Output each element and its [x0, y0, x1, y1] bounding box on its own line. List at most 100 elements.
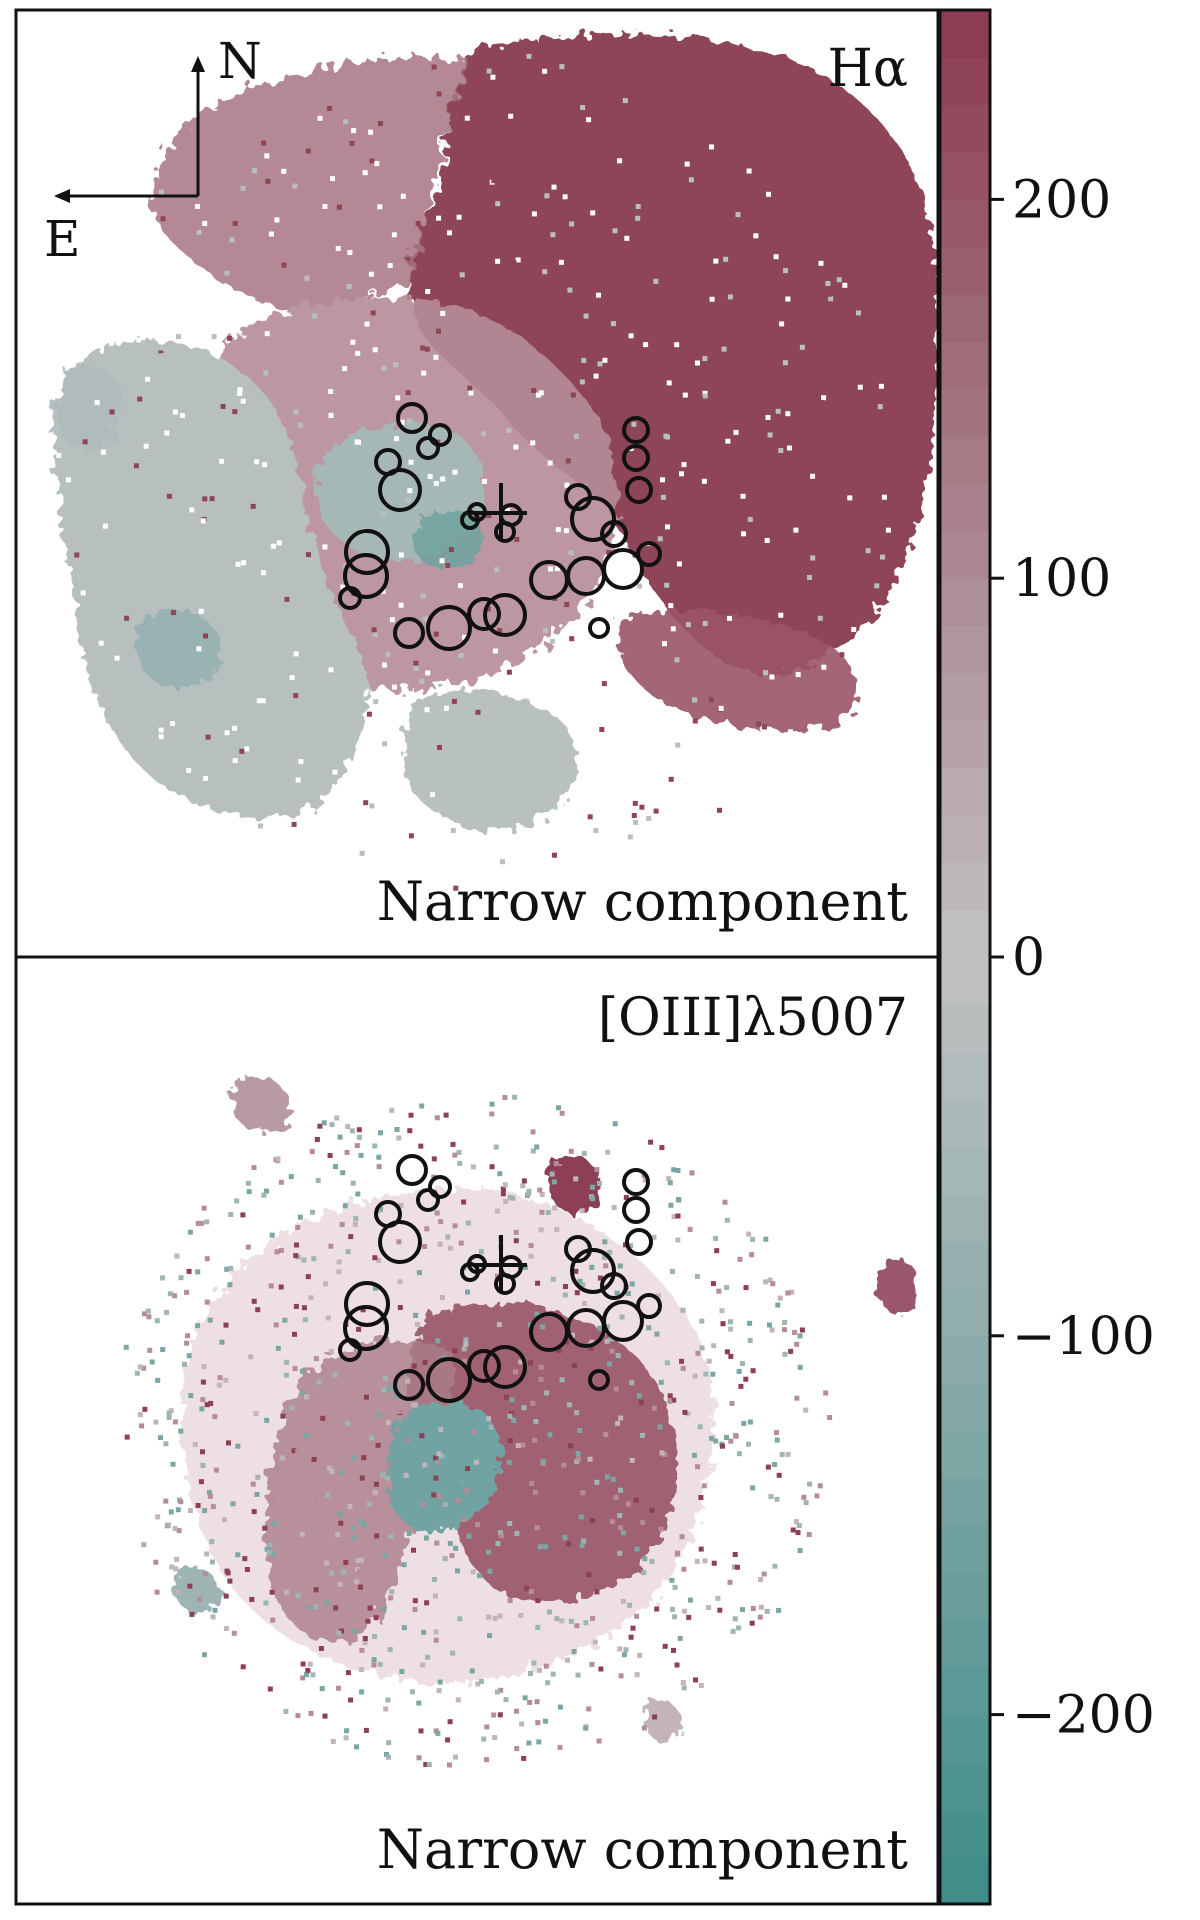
map-pixel — [387, 263, 393, 269]
map-pixel — [279, 1455, 285, 1461]
map-pixel — [628, 1634, 634, 1640]
map-pixel — [230, 1501, 236, 1507]
map-pixel — [388, 1534, 394, 1539]
map-pixel — [484, 1757, 489, 1763]
map-pixel — [224, 730, 230, 736]
map-pixel — [657, 1424, 663, 1430]
map-pixel — [267, 1686, 273, 1692]
map-pixel — [278, 1284, 284, 1290]
map-pixel — [357, 1568, 363, 1574]
map-pixel — [198, 1479, 204, 1485]
map-pixel — [223, 1626, 229, 1631]
map-pixel — [578, 1514, 584, 1520]
map-pixel — [710, 175, 716, 181]
map-pixel — [500, 859, 505, 865]
map-pixel — [532, 1489, 538, 1495]
map-pixel — [617, 1550, 623, 1556]
map-pixel — [550, 1671, 556, 1677]
map-pixel — [433, 1637, 439, 1643]
map-pixel — [753, 233, 759, 239]
map-pixel — [440, 310, 446, 316]
map-pixel — [766, 191, 771, 197]
map-pixel — [165, 1522, 171, 1528]
map-pixel — [654, 1331, 660, 1337]
map-pixel — [431, 1156, 437, 1162]
map-pixel — [178, 1275, 184, 1281]
map-pixel — [214, 690, 220, 696]
map-pixel — [630, 1625, 636, 1631]
map-pixel — [674, 1662, 680, 1668]
map-pixel — [375, 1442, 381, 1448]
map-pixel — [378, 121, 383, 126]
map-pixel — [563, 528, 569, 534]
map-pixel — [396, 1239, 402, 1245]
map-pixel — [767, 1322, 772, 1328]
map-pixel — [285, 589, 291, 594]
map-pixel — [458, 653, 464, 659]
map-pixel — [538, 1376, 544, 1382]
region-marker-circle — [393, 1369, 425, 1401]
map-pixel — [264, 1417, 270, 1423]
map-pixel — [380, 511, 386, 517]
map-pixel — [160, 1347, 166, 1352]
map-pixel — [437, 1679, 443, 1685]
map-pixel — [733, 1433, 739, 1439]
colorbar-ticks: 200 100 0 −100 −200 — [990, 170, 1155, 1746]
map-pixel — [538, 390, 544, 396]
map-pixel — [728, 345, 734, 351]
map-pixel — [589, 1264, 595, 1270]
map-pixel — [487, 1568, 493, 1574]
map-pixel — [670, 626, 676, 632]
map-pixel — [240, 1664, 246, 1670]
map-pixel — [514, 1746, 520, 1752]
map-pixel — [452, 469, 458, 475]
map-pixel — [577, 1278, 583, 1284]
map-pixel — [528, 1243, 534, 1248]
map-pixel — [418, 1728, 424, 1734]
map-pixel — [98, 640, 104, 646]
map-pixel — [310, 1672, 316, 1678]
map-pixel — [736, 1451, 742, 1457]
map-pixel — [438, 1427, 444, 1433]
map-pixel — [472, 772, 478, 778]
map-pixel — [251, 1165, 257, 1171]
map-pixel — [558, 259, 564, 265]
map-pixel — [615, 1353, 621, 1359]
map-pixel — [528, 1671, 533, 1676]
map-pixel — [301, 1257, 307, 1263]
map-pixel — [453, 885, 459, 891]
map-pixel — [487, 1633, 492, 1639]
map-pixel — [399, 419, 405, 425]
map-pixel — [234, 1198, 240, 1204]
map-pixel — [506, 669, 512, 675]
map-pixel — [698, 1683, 704, 1688]
map-pixel — [559, 1110, 565, 1116]
map-pixel — [521, 1178, 527, 1184]
map-pixel — [204, 1256, 210, 1262]
map-pixel — [482, 478, 487, 484]
arrowhead-left-icon — [54, 189, 70, 203]
map-pixel — [757, 1614, 763, 1620]
map-pixel — [787, 470, 793, 476]
map-pixel — [761, 724, 767, 730]
map-pixel — [155, 1377, 161, 1383]
map-pixel — [258, 315, 264, 321]
map-pixel — [533, 1419, 539, 1425]
map-pixel — [610, 1476, 616, 1482]
map-pixel — [481, 1736, 487, 1742]
map-pixel — [581, 1150, 587, 1156]
map-pixel — [732, 1552, 738, 1557]
map-pixel — [356, 439, 362, 445]
map-pixel — [421, 1502, 427, 1508]
map-pixel — [618, 709, 623, 714]
colorbar-band — [940, 1004, 990, 1053]
map-pixel — [528, 1589, 534, 1594]
colorbar-band — [940, 1335, 990, 1384]
map-pixel — [204, 1551, 210, 1557]
map-pixel — [447, 230, 452, 236]
map-pixel — [261, 1192, 267, 1198]
map-pixel — [620, 156, 626, 162]
map-pixel — [425, 1654, 431, 1660]
map-pixel — [746, 443, 752, 449]
map-pixel — [220, 404, 226, 409]
